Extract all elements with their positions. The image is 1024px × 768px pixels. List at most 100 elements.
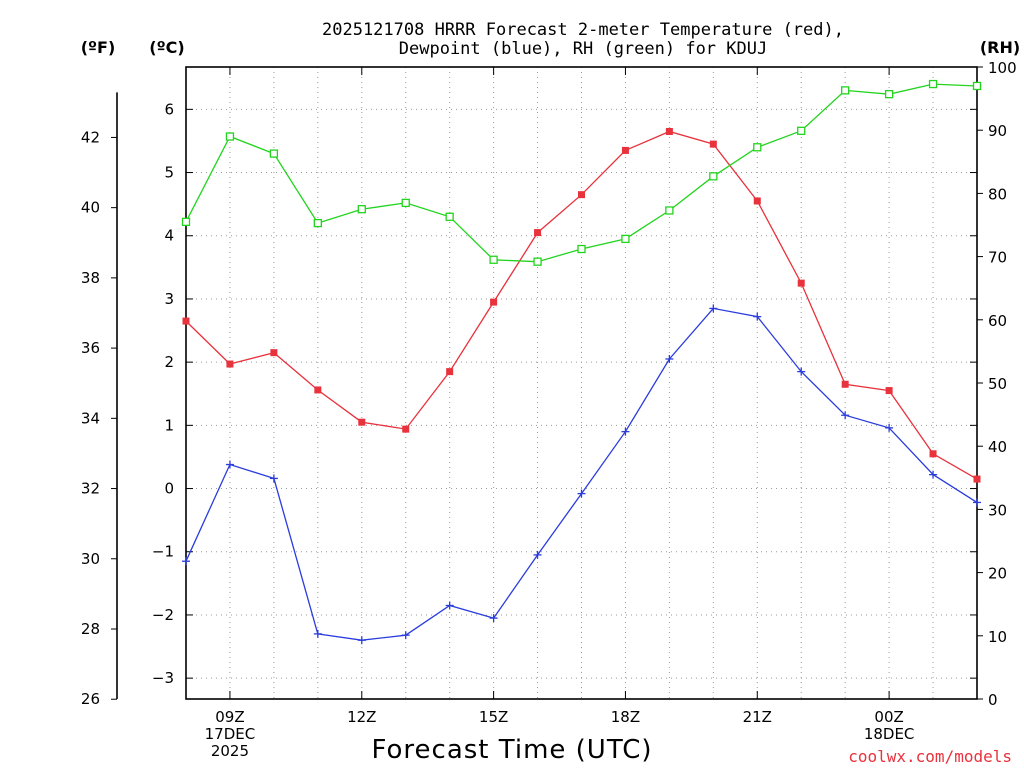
rh-point xyxy=(841,86,850,95)
rh-point xyxy=(709,172,718,181)
x-axis-label: Forecast Time (UTC) xyxy=(371,735,652,765)
rh-tick-label: 60 xyxy=(988,312,1007,330)
2-meter-temperature-point xyxy=(665,127,673,135)
dewpoint-point xyxy=(841,411,850,420)
dewpoint-point xyxy=(182,557,190,566)
rh-tick-label: 20 xyxy=(988,565,1007,583)
fahrenheit-tick-label: 32 xyxy=(81,480,100,498)
2-meter-temperature-point xyxy=(402,425,410,433)
rh-tick-label: 100 xyxy=(988,59,1017,77)
x-tick-label: 18DEC xyxy=(864,725,915,743)
2-meter-temperature-point xyxy=(797,279,805,287)
celsius-tick-label: −2 xyxy=(152,606,174,624)
rh-point xyxy=(577,244,586,254)
rh-point xyxy=(225,132,235,141)
rh-tick-label: 30 xyxy=(988,501,1007,519)
rh-tick-label: 90 xyxy=(988,122,1007,140)
fahrenheit-tick-label: 26 xyxy=(81,690,100,708)
x-tick-label: 18Z xyxy=(611,708,640,726)
x-tick-label: 09Z xyxy=(215,708,244,726)
fahrenheit-tick-label: 34 xyxy=(81,409,100,427)
rh-point xyxy=(533,257,542,266)
2-meter-temperature-point xyxy=(534,229,542,237)
x-tick-label: 2025 xyxy=(211,742,249,760)
rh-tick-label: 0 xyxy=(988,691,998,709)
dewpoint-point xyxy=(225,460,234,469)
rh-point xyxy=(621,234,630,244)
fahrenheit-tick-label: 40 xyxy=(81,199,100,217)
2-meter-temperature-point xyxy=(709,140,717,148)
rh-point xyxy=(445,212,454,221)
dewpoint-point xyxy=(973,498,981,507)
fahrenheit-unit-label: (ºF) xyxy=(81,38,116,57)
rh-point xyxy=(181,217,191,226)
dewpoint-point xyxy=(489,614,498,623)
fahrenheit-tick-label: 28 xyxy=(81,620,100,638)
rh-point xyxy=(313,218,322,228)
chart-title-line2: Dewpoint (blue), RH (green) for KDUJ xyxy=(399,39,767,59)
celsius-unit-label: (ºC) xyxy=(149,38,184,57)
grid-lines xyxy=(186,67,977,699)
rh-tick-label: 40 xyxy=(988,438,1007,456)
celsius-tick-label: 1 xyxy=(164,416,174,434)
dewpoint-point xyxy=(885,423,894,432)
dewpoint-point xyxy=(753,312,762,321)
fahrenheit-tick-label: 38 xyxy=(81,269,100,287)
rh-tick-label: 10 xyxy=(988,628,1007,646)
dewpoint-point xyxy=(665,354,674,363)
celsius-tick-label: 0 xyxy=(164,480,174,498)
celsius-tick-label: −1 xyxy=(152,543,174,561)
dewpoint-point xyxy=(357,636,366,645)
source-credit: coolwx.com/models xyxy=(848,747,1012,766)
x-tick-label: 00Z xyxy=(874,708,903,726)
fahrenheit-tick-label: 30 xyxy=(81,550,100,568)
dewpoint-point xyxy=(577,489,586,498)
2-meter-temperature-point xyxy=(490,298,498,306)
2-meter-temperature-point xyxy=(929,450,937,458)
celsius-tick-label: 5 xyxy=(164,164,174,182)
celsius-tick-label: 2 xyxy=(164,353,174,371)
2-meter-temperature-point xyxy=(841,380,849,388)
celsius-tick-label: 4 xyxy=(164,227,174,245)
2-meter-temperature-point xyxy=(446,368,454,376)
2-meter-temperature-point xyxy=(270,349,278,357)
rh-point xyxy=(489,255,498,264)
rh-point xyxy=(357,205,366,214)
rh-tick-label: 70 xyxy=(988,249,1007,267)
rh-point xyxy=(269,149,279,158)
x-tick-label: 15Z xyxy=(479,708,508,726)
rh-unit-label: (RH) xyxy=(980,38,1020,57)
dewpoint-point xyxy=(313,629,322,638)
rh-tick-label: 50 xyxy=(988,375,1007,393)
rh-point xyxy=(928,79,938,89)
dewpoint-point xyxy=(269,474,278,483)
dewpoint-point xyxy=(621,427,630,436)
x-tick-label: 12Z xyxy=(347,708,376,726)
x-tick-label: 21Z xyxy=(743,708,772,726)
data-series xyxy=(181,79,982,645)
2-meter-temperature-point xyxy=(621,146,629,154)
2-meter-temperature-point xyxy=(226,360,234,368)
dewpoint-line xyxy=(185,307,978,641)
dewpoint-point xyxy=(533,550,542,559)
rh-point xyxy=(884,90,894,99)
2-meter-temperature-point xyxy=(753,197,761,205)
celsius-tick-label: −3 xyxy=(152,669,174,687)
dewpoint-point xyxy=(929,470,938,479)
chart-title-line1: 2025121708 HRRR Forecast 2-meter Tempera… xyxy=(322,20,844,40)
2-meter-temperature-point xyxy=(182,317,190,325)
rh-point xyxy=(797,126,806,135)
rh-tick-label: 80 xyxy=(988,185,1007,203)
rh-point xyxy=(665,206,674,215)
2-meter-temperature-point xyxy=(885,387,893,395)
x-tick-label: 17DEC xyxy=(205,725,256,743)
2-meter-temperature-point xyxy=(358,418,366,426)
celsius-tick-label: 3 xyxy=(164,290,174,308)
dewpoint-point xyxy=(445,601,454,610)
fahrenheit-tick-label: 42 xyxy=(81,128,100,146)
axes: −3−2−10123456262830323436384042010203040… xyxy=(81,59,1017,709)
2-meter-temperature-line xyxy=(185,130,978,480)
rh-point xyxy=(972,81,982,91)
